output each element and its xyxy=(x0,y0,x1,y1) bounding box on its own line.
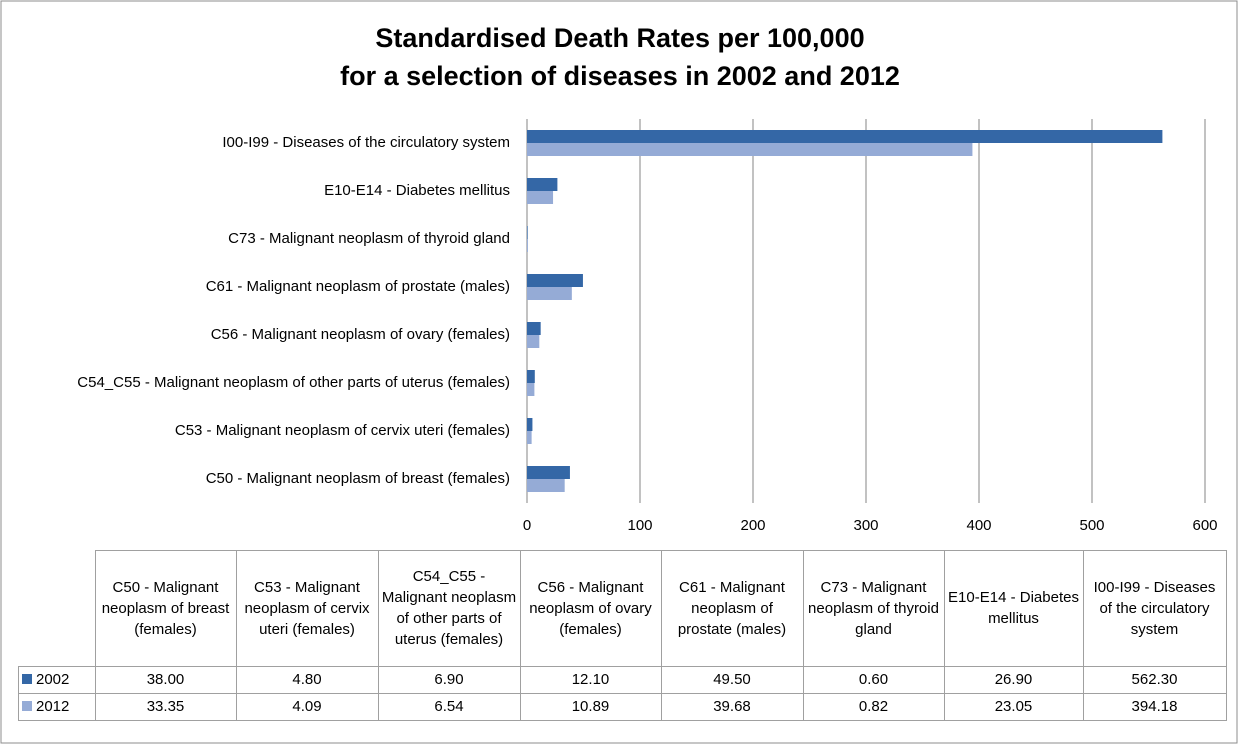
bar xyxy=(527,143,973,156)
x-tick-label: 500 xyxy=(1079,517,1104,534)
y-tick-label: C56 - Malignant neoplasm of ovary (femal… xyxy=(211,326,510,343)
bar xyxy=(527,383,535,396)
table-value: 4.80 xyxy=(235,665,379,694)
x-tick-label: 200 xyxy=(740,517,765,534)
data-table: C50 - Malignant neoplasm of breast (fema… xyxy=(18,550,1227,721)
legend-label: 2002 xyxy=(36,671,70,688)
table-value: 562.30 xyxy=(1082,665,1227,694)
table-value: 26.90 xyxy=(943,665,1084,694)
bar xyxy=(527,239,528,252)
table-header: C50 - Malignant neoplasm of breast (fema… xyxy=(94,550,237,667)
x-tick-label: 100 xyxy=(627,517,652,534)
legend-cell: 2012 xyxy=(18,692,96,721)
legend-cell: 2002 xyxy=(18,665,96,694)
y-tick-label: C73 - Malignant neoplasm of thyroid glan… xyxy=(228,230,510,247)
chart-subtitle: for a selection of diseases in 2002 and … xyxy=(340,61,900,91)
table-value: 12.10 xyxy=(519,665,662,694)
bar xyxy=(527,274,583,287)
table-value: 0.82 xyxy=(802,692,945,721)
table-header: C73 - Malignant neoplasm of thyroid glan… xyxy=(802,550,945,667)
legend-key xyxy=(22,674,32,684)
table-header: C53 - Malignant neoplasm of cervix uteri… xyxy=(235,550,379,667)
bar xyxy=(527,178,558,191)
y-tick-label: C54_C55 - Malignant neoplasm of other pa… xyxy=(77,374,510,391)
table-corner xyxy=(18,550,96,667)
x-tick-label: 300 xyxy=(853,517,878,534)
table-value: 39.68 xyxy=(660,692,804,721)
bar xyxy=(527,130,1163,143)
bar xyxy=(527,466,570,479)
bar xyxy=(527,335,540,348)
bar xyxy=(527,431,532,444)
table-value: 23.05 xyxy=(943,692,1084,721)
table-value: 4.09 xyxy=(235,692,379,721)
legend-key xyxy=(22,701,32,711)
table-value: 49.50 xyxy=(660,665,804,694)
table-header: C56 - Malignant neoplasm of ovary (femal… xyxy=(519,550,662,667)
y-tick-label: C53 - Malignant neoplasm of cervix uteri… xyxy=(175,422,510,439)
bar xyxy=(527,191,554,204)
bar xyxy=(527,370,535,383)
table-header-row: C50 - Malignant neoplasm of breast (fema… xyxy=(18,550,1227,667)
table-value: 6.90 xyxy=(377,665,521,694)
table-header: E10-E14 - Diabetes mellitus xyxy=(943,550,1084,667)
table-value: 6.54 xyxy=(377,692,521,721)
table-row: 2012 33.35 4.09 6.54 10.89 39.68 0.82 23.05 394.… xyxy=(18,692,1227,721)
bar xyxy=(527,226,528,239)
y-tick-label: C50 - Malignant neoplasm of breast (fema… xyxy=(206,470,510,487)
table-value: 394.18 xyxy=(1082,692,1227,721)
x-tick-label: 600 xyxy=(1192,517,1217,534)
table-value: 10.89 xyxy=(519,692,662,721)
chart-title: Standardised Death Rates per 100,000 xyxy=(375,23,864,53)
bar xyxy=(527,418,533,431)
y-tick-label: C61 - Malignant neoplasm of prostate (ma… xyxy=(206,278,510,295)
legend-label: 2012 xyxy=(36,698,70,715)
table-value: 33.35 xyxy=(94,692,237,721)
table-header: C61 - Malignant neoplasm of prostate (ma… xyxy=(660,550,804,667)
table-value: 38.00 xyxy=(94,665,237,694)
bar xyxy=(527,287,572,300)
bar xyxy=(527,479,565,492)
table-header: I00-I99 - Diseases of the circulatory sy… xyxy=(1082,550,1227,667)
bar xyxy=(527,322,541,335)
table-value: 0.60 xyxy=(802,665,945,694)
x-tick-label: 400 xyxy=(966,517,991,534)
y-tick-label: I00-I99 - Diseases of the circulatory sy… xyxy=(222,134,510,151)
x-tick-label: 0 xyxy=(523,517,531,534)
y-tick-label: E10-E14 - Diabetes mellitus xyxy=(324,182,510,199)
table-header: C54_C55 - Malignant neoplasm of other pa… xyxy=(377,550,521,667)
table-row: 2002 38.00 4.80 6.90 12.10 49.50 0.60 26.90 562.… xyxy=(18,665,1227,694)
